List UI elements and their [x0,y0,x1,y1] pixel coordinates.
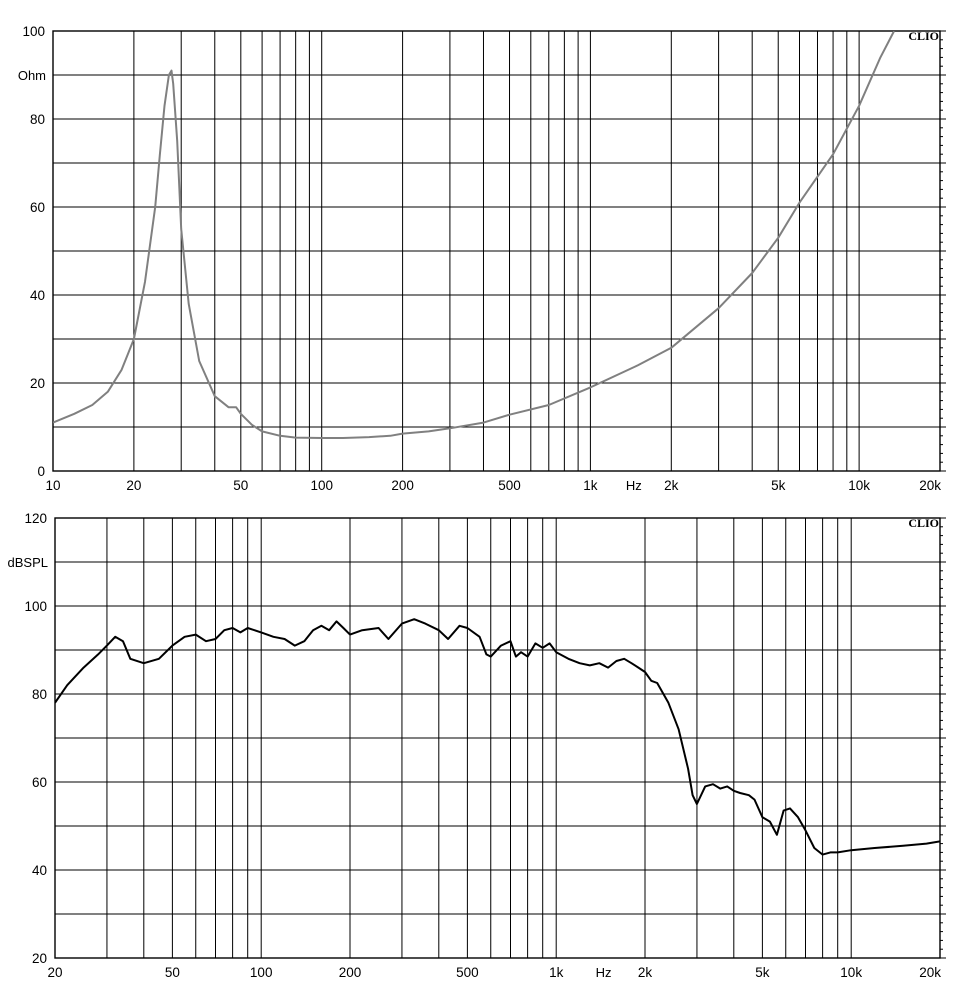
impedance-xtick-label: 1k [583,478,598,493]
impedance-xtick-label: 20k [919,478,941,493]
spl-xtick-label: 10k [840,965,862,980]
spl-xtick-label: 100 [250,965,273,980]
impedance-xtick-label: 200 [391,478,414,493]
spl-xtick-label: 50 [165,965,180,980]
impedance-xtick-label: 20 [126,478,141,493]
spl-xtick-label: 5k [755,965,770,980]
impedance-xtick-label: 100 [310,478,333,493]
impedance-xtick-label: 2k [664,478,679,493]
impedance-xtick-label: 10 [45,478,60,493]
spl-brand-mark: CLIO [908,516,939,530]
spl-xtick-label: 2k [638,965,653,980]
impedance-ytick-label: 100 [22,24,45,39]
impedance-xtick-label: 10k [848,478,870,493]
spl-xunit-label: Hz [596,965,612,980]
spl-xtick-label: 1k [549,965,564,980]
spl-ytick-label: 80 [32,687,47,702]
impedance-xtick-label: 50 [233,478,248,493]
impedance-ytick-label: 80 [30,112,45,127]
impedance-series-line [53,31,895,439]
impedance-xtick-label: 500 [498,478,521,493]
impedance-brand-mark: CLIO [908,29,939,43]
spl-ytick-label: 40 [32,863,47,878]
spl-xtick-label: 20k [919,965,941,980]
spl-xtick-label: 500 [456,965,479,980]
spl-xtick-label: 200 [339,965,362,980]
impedance-ytick-label: 40 [30,288,45,303]
spl-series-line [55,618,940,856]
spl-ytick-label: 100 [24,599,47,614]
impedance-xtick-label: 5k [771,478,786,493]
impedance-ytick-label: 0 [37,464,45,479]
impedance-ytick-label: 60 [30,200,45,215]
impedance-ylabel: Ohm [18,68,46,83]
spl-ytick-label: 120 [24,511,47,526]
impedance-ytick-label: 20 [30,376,45,391]
spl-ytick-label: 60 [32,775,47,790]
spl-ytick-label: 20 [32,951,47,966]
spl-ylabel: dBSPL [8,555,48,570]
impedance-xunit-label: Hz [626,478,642,493]
spl-xtick-label: 20 [47,965,62,980]
